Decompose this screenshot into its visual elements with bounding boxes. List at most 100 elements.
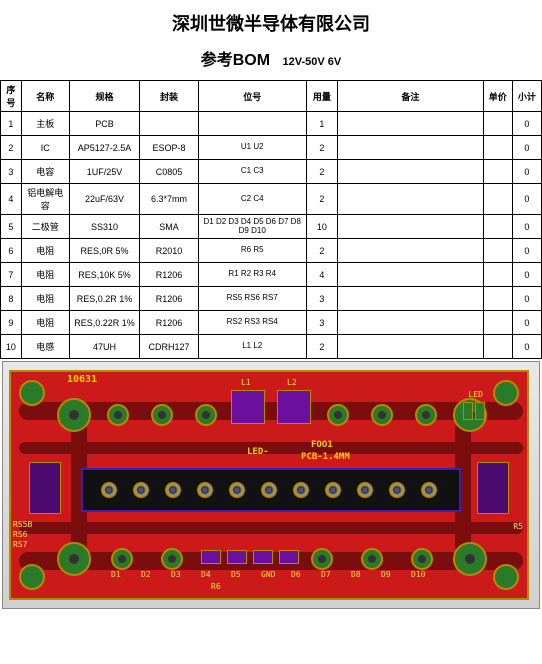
- cell-spec: PCB: [69, 112, 140, 136]
- cell-name: 电感: [21, 335, 69, 359]
- cell-pos: C2 C4: [198, 184, 306, 215]
- mounting-hole: [493, 564, 519, 590]
- via: [415, 404, 437, 426]
- cell-idx: 2: [1, 136, 22, 160]
- table-row: 7电阻RES,10K 5%R1206R1 R2 R3 R440: [1, 263, 542, 287]
- d-label: D8: [351, 570, 361, 579]
- table-row: 6电阻RES,0R 5%R2010R6 R520: [1, 239, 542, 263]
- company-title: 深圳世微半导体有限公司: [0, 0, 542, 42]
- pcb-center-label2: FOO1: [311, 440, 333, 450]
- cell-pkg: 6.3*7mm: [140, 184, 198, 215]
- label-rs5b: RS5B: [13, 520, 32, 529]
- pcb-container: 10631 LED- FOO1 PCB-1.4MM L1 L2: [2, 361, 540, 609]
- cell-price: [483, 239, 512, 263]
- cell-qty: 2: [306, 160, 337, 184]
- via: [411, 548, 433, 570]
- cell-spec: RES,0.22R 1%: [69, 311, 140, 335]
- th-sub: 小计: [512, 81, 541, 112]
- cell-pos: R6 R5: [198, 239, 306, 263]
- table-row: 4铝电解电容22uF/63V6.3*7mmC2 C420: [1, 184, 542, 215]
- via: [57, 398, 91, 432]
- cell-pkg: SMA: [140, 215, 198, 239]
- th-qty: 用量: [306, 81, 337, 112]
- th-idx: 序号: [1, 81, 22, 112]
- cell-price: [483, 311, 512, 335]
- cell-pos: R1 R2 R3 R4: [198, 263, 306, 287]
- cell-name: 二极管: [21, 215, 69, 239]
- via: [361, 548, 383, 570]
- cell-remark: [338, 112, 484, 136]
- label-l1: L1: [241, 378, 251, 387]
- cell-price: [483, 263, 512, 287]
- cell-sub: 0: [512, 112, 541, 136]
- th-pos: 位号: [198, 81, 306, 112]
- d-label: D9: [381, 570, 391, 579]
- cell-sub: 0: [512, 160, 541, 184]
- cell-pkg: R1206: [140, 311, 198, 335]
- cell-name: 铝电解电容: [21, 184, 69, 215]
- label-r6: R6: [211, 582, 221, 591]
- cell-pos: RS5 RS6 RS7: [198, 287, 306, 311]
- ic-u2: [477, 462, 509, 514]
- d-label: D5: [231, 570, 241, 579]
- cell-spec: RES,0.2R 1%: [69, 287, 140, 311]
- cell-qty: 3: [306, 287, 337, 311]
- cell-name: 电阻: [21, 287, 69, 311]
- cell-spec: SS310: [69, 215, 140, 239]
- table-row: 9电阻RES,0.22R 1%R1206RS2 RS3 RS430: [1, 311, 542, 335]
- cell-qty: 2: [306, 184, 337, 215]
- cell-remark: [338, 287, 484, 311]
- cell-remark: [338, 263, 484, 287]
- cell-idx: 8: [1, 287, 22, 311]
- via: [111, 548, 133, 570]
- cell-idx: 6: [1, 239, 22, 263]
- cell-name: 电阻: [21, 263, 69, 287]
- cell-spec: 22uF/63V: [69, 184, 140, 215]
- cell-pos: C1 C3: [198, 160, 306, 184]
- cell-idx: 5: [1, 215, 22, 239]
- cell-qty: 1: [306, 112, 337, 136]
- cell-qty: 10: [306, 215, 337, 239]
- cell-price: [483, 215, 512, 239]
- cell-pos: RS2 RS3 RS4: [198, 311, 306, 335]
- cell-remark: [338, 160, 484, 184]
- cell-pos: [198, 112, 306, 136]
- d-label: D3: [171, 570, 181, 579]
- th-price: 单价: [483, 81, 512, 112]
- label-rs6: RS6: [13, 530, 27, 539]
- cell-price: [483, 335, 512, 359]
- cell-spec: AP5127-2.5A: [69, 136, 140, 160]
- cell-qty: 3: [306, 311, 337, 335]
- table-row: 8电阻RES,0.2R 1%R1206RS5 RS6 RS730: [1, 287, 542, 311]
- d-label: D4: [201, 570, 211, 579]
- bom-table: 序号 名称 规格 封装 位号 用量 备注 单价 小计 1主板PCB102ICAP…: [0, 80, 542, 359]
- via: [161, 548, 183, 570]
- d-label: D10: [411, 570, 425, 579]
- cell-pkg: [140, 112, 198, 136]
- table-row: 1主板PCB10: [1, 112, 542, 136]
- cell-idx: 7: [1, 263, 22, 287]
- cell-pos: U1 U2: [198, 136, 306, 160]
- th-name: 名称: [21, 81, 69, 112]
- table-row: 10电感47UHCDRH127L1 L220: [1, 335, 542, 359]
- cell-price: [483, 287, 512, 311]
- cell-idx: 3: [1, 160, 22, 184]
- via: [107, 404, 129, 426]
- table-row: 3电容1UF/25VC0805C1 C320: [1, 160, 542, 184]
- cell-remark: [338, 184, 484, 215]
- cell-sub: 0: [512, 311, 541, 335]
- mounting-hole: [19, 380, 45, 406]
- cell-spec: RES,10K 5%: [69, 263, 140, 287]
- cell-idx: 1: [1, 112, 22, 136]
- cell-idx: 9: [1, 311, 22, 335]
- cell-qty: 2: [306, 239, 337, 263]
- via: [311, 548, 333, 570]
- d-label: D6: [291, 570, 301, 579]
- cell-spec: RES,0R 5%: [69, 239, 140, 263]
- pcb-board: 10631 LED- FOO1 PCB-1.4MM L1 L2: [9, 370, 529, 600]
- via: [453, 542, 487, 576]
- cell-pkg: CDRH127: [140, 335, 198, 359]
- cell-sub: 0: [512, 184, 541, 215]
- cell-name: 电容: [21, 160, 69, 184]
- th-spec: 规格: [69, 81, 140, 112]
